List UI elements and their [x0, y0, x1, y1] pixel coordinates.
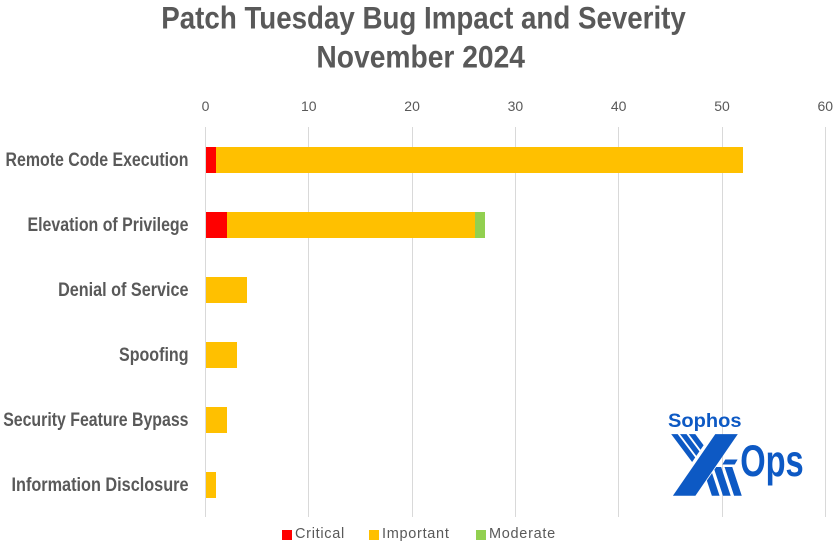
svg-text:Sophos: Sophos	[668, 411, 742, 432]
svg-text:Patch Tuesday Bug Impact and S: Patch Tuesday Bug Impact and Severity	[161, 1, 686, 36]
svg-text:Information Disclosure: Information Disclosure	[12, 475, 189, 496]
svg-text:Denial of Service: Denial of Service	[58, 280, 188, 301]
svg-text:Ops: Ops	[740, 437, 804, 486]
svg-text:Spoofing: Spoofing	[119, 345, 189, 366]
svg-text:Remote Code Execution: Remote Code Execution	[6, 150, 189, 171]
svg-text:Security Feature Bypass: Security Feature Bypass	[3, 410, 188, 431]
svg-text:November 2024: November 2024	[316, 39, 525, 74]
svg-text:Elevation of Privilege: Elevation of Privilege	[28, 215, 189, 236]
